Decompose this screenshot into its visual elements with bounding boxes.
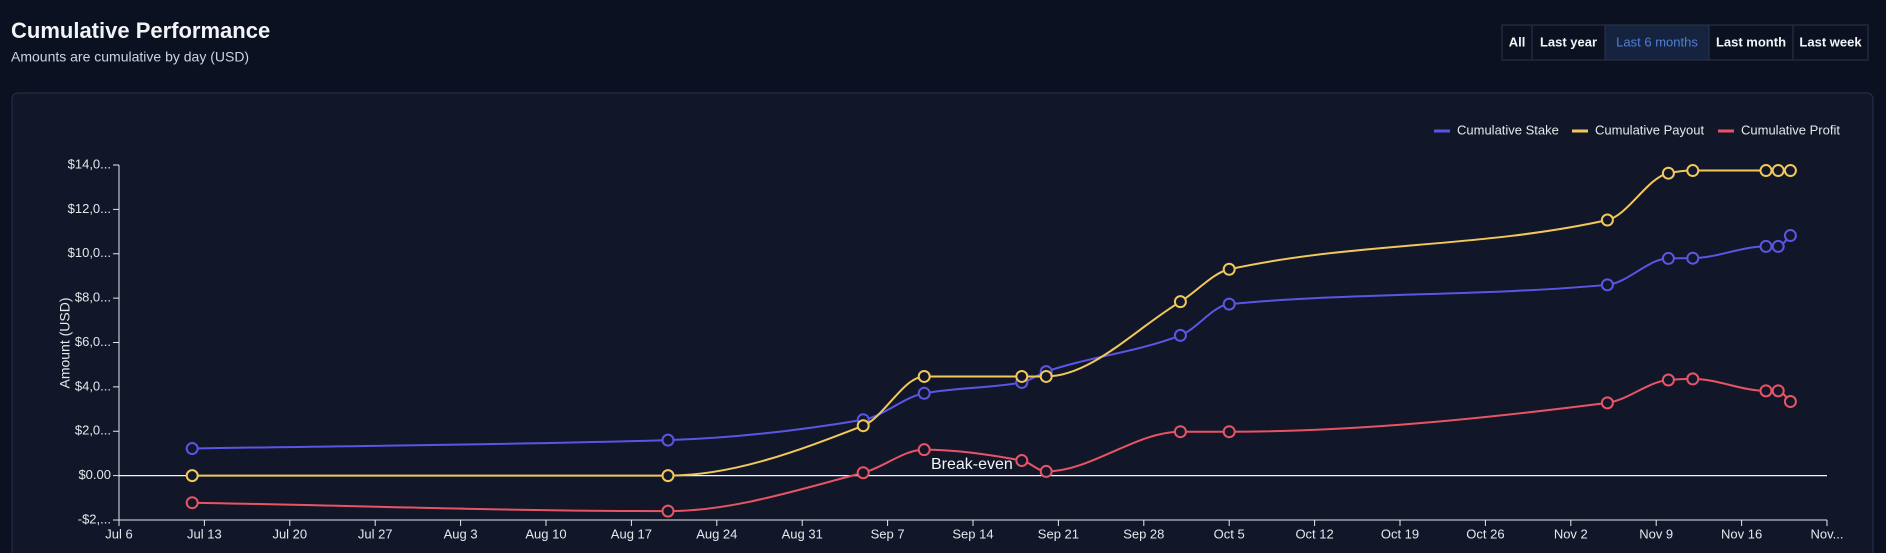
data-point [1039, 464, 1053, 478]
x-tick-label: Aug 10 [525, 526, 566, 541]
data-point [1222, 262, 1236, 276]
legend-label: Cumulative Stake [1457, 122, 1559, 137]
data-point [1783, 395, 1797, 409]
range-button-label[interactable]: Last month [1716, 34, 1786, 49]
data-point [1222, 425, 1236, 439]
data-point [1783, 164, 1797, 178]
chart-panel [11, 92, 1874, 553]
title: Cumulative Performance [11, 18, 270, 43]
subtitle: Amounts are cumulative by day (USD) [11, 49, 249, 65]
x-tick-label: Nov... [1811, 526, 1844, 541]
series-line [192, 377, 1792, 513]
data-point [185, 469, 199, 483]
x-tick-label: Sep 21 [1038, 526, 1079, 541]
data-point [1173, 425, 1187, 439]
data-point [1015, 454, 1029, 468]
data-point [1661, 166, 1675, 180]
legend-label: Cumulative Profit [1741, 122, 1840, 137]
range-button[interactable] [1531, 24, 1606, 61]
x-tick-label: Sep 14 [952, 526, 993, 541]
data-point [1173, 328, 1187, 342]
range-button[interactable] [1604, 24, 1710, 61]
data-point [917, 369, 931, 383]
data-point [661, 469, 675, 483]
x-tick-label: Sep 7 [871, 526, 905, 541]
data-point [1771, 164, 1785, 178]
data-point [661, 433, 675, 447]
range-button-label[interactable]: All [1509, 34, 1526, 49]
data-point [1783, 229, 1797, 243]
y-tick-label: $6,0... [75, 334, 111, 349]
range-button[interactable] [1708, 24, 1794, 61]
range-button[interactable] [1792, 24, 1869, 61]
data-point [661, 504, 675, 518]
data-point [1759, 164, 1773, 178]
y-tick-label: $0.00 [78, 467, 111, 482]
x-tick-label: Oct 5 [1214, 526, 1245, 541]
data-point [856, 466, 870, 480]
data-point [917, 443, 931, 457]
y-tick-label: $14,0... [68, 156, 111, 171]
y-tick-label: $8,0... [75, 290, 111, 305]
data-point [917, 386, 931, 400]
x-tick-label: Oct 12 [1295, 526, 1333, 541]
x-tick-label: Sep 28 [1123, 526, 1164, 541]
data-point [1661, 251, 1675, 265]
x-tick-label: Jul 27 [358, 526, 393, 541]
y-tick-label: $12,0... [68, 201, 111, 216]
data-point [1771, 384, 1785, 398]
range-button[interactable] [1501, 24, 1533, 61]
data-point [1686, 251, 1700, 265]
data-point [1222, 297, 1236, 311]
series-line [192, 234, 1792, 450]
annotation: Break-even [931, 456, 1013, 473]
legend-label: Cumulative Payout [1595, 122, 1704, 137]
x-tick-label: Jul 20 [272, 526, 307, 541]
data-point [1661, 373, 1675, 387]
data-point [1771, 239, 1785, 253]
data-point [1600, 213, 1614, 227]
data-point [1759, 384, 1773, 398]
x-tick-label: Aug 31 [782, 526, 823, 541]
data-point [1039, 369, 1053, 383]
x-tick-label: Jul 13 [187, 526, 222, 541]
range-button-label[interactable]: Last 6 months [1616, 34, 1698, 49]
data-point [1600, 278, 1614, 292]
y-tick-label: $10,0... [68, 245, 111, 260]
data-point [856, 419, 870, 433]
data-point [1759, 239, 1773, 253]
x-tick-label: Aug 24 [696, 526, 737, 541]
x-tick-label: Nov 2 [1554, 526, 1588, 541]
x-tick-label: Aug 3 [444, 526, 478, 541]
series-line [192, 169, 1791, 477]
x-tick-label: Nov 16 [1721, 526, 1762, 541]
data-point [185, 442, 199, 456]
y-axis-label: Amount (USD) [57, 297, 73, 388]
data-point [1686, 372, 1700, 386]
x-tick-label: Oct 19 [1381, 526, 1419, 541]
range-button-label[interactable]: Last year [1540, 34, 1597, 49]
x-tick-label: Jul 6 [105, 526, 132, 541]
range-button-label[interactable]: Last week [1799, 34, 1862, 49]
data-point [1600, 396, 1614, 410]
data-point [1173, 295, 1187, 309]
y-tick-label: $4,0... [75, 378, 111, 393]
x-tick-label: Oct 26 [1466, 526, 1504, 541]
y-tick-label: -$2,... [78, 511, 111, 526]
y-tick-label: $2,0... [75, 423, 111, 438]
x-tick-label: Aug 17 [611, 526, 652, 541]
data-point [185, 496, 199, 510]
data-point [1686, 164, 1700, 178]
data-point [1015, 369, 1029, 383]
x-tick-label: Nov 9 [1639, 526, 1673, 541]
